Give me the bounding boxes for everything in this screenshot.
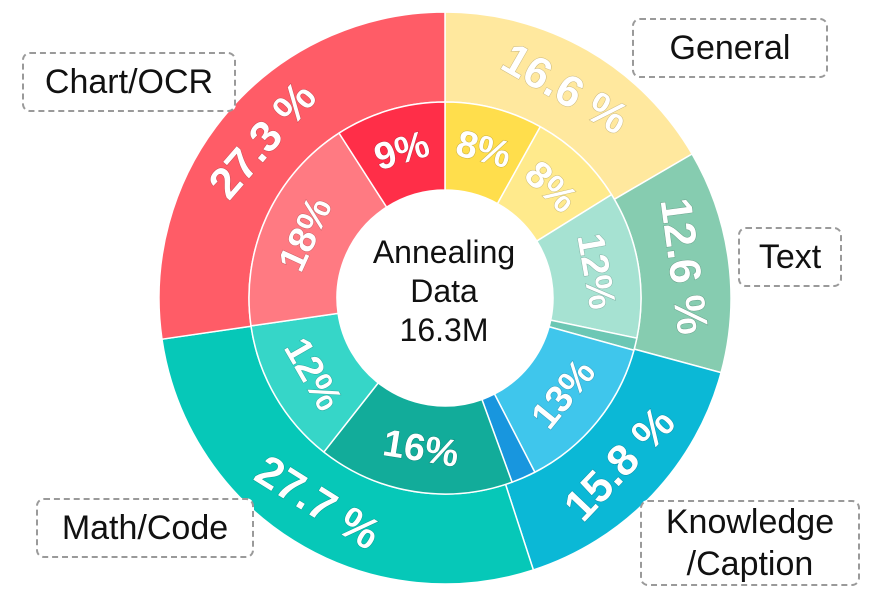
center-label: Annealing Data 16.3M bbox=[336, 233, 552, 350]
legend-chart-ocr: Chart/OCR bbox=[22, 52, 236, 112]
legend-math-code: Math/Code bbox=[36, 498, 254, 558]
legend-knowledge-label-1: Knowledge bbox=[665, 502, 835, 541]
legend-general: General bbox=[632, 18, 828, 78]
legend-math-code-label: Math/Code bbox=[61, 508, 229, 547]
center-line-2: Data bbox=[410, 273, 478, 310]
legend-text: Text bbox=[738, 227, 842, 287]
legend-knowledge-label-2: /Caption bbox=[686, 545, 814, 583]
donut-hole bbox=[337, 190, 553, 406]
legend-knowledge-caption: Knowledge /Caption bbox=[640, 500, 860, 586]
legend-text-label: Text bbox=[758, 237, 822, 276]
legend-general-label: General bbox=[669, 28, 791, 67]
center-line-1: Annealing bbox=[372, 234, 516, 270]
legend-chart-ocr-label: Chart/OCR bbox=[44, 62, 214, 101]
center-line-3: 16.3M bbox=[399, 312, 489, 349]
